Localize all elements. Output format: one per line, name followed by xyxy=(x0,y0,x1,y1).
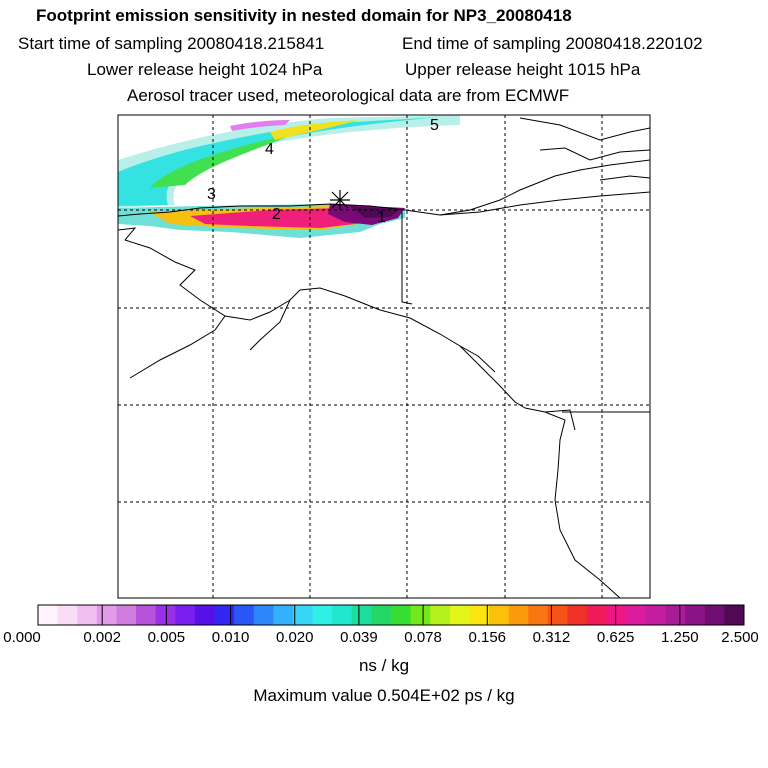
colorbar-swatch xyxy=(253,605,274,625)
maximum-value-label: Maximum value 0.504E+02 ps / kg xyxy=(253,686,515,705)
colorbar-swatch xyxy=(449,605,470,625)
colorbar-swatch xyxy=(312,605,333,625)
colorbar-swatch xyxy=(685,605,706,625)
colorbar-swatch xyxy=(332,605,353,625)
borders xyxy=(401,212,650,413)
map-frame xyxy=(117,114,651,599)
colorbar-swatch xyxy=(391,605,412,625)
colorbar-swatch xyxy=(136,605,157,625)
colorbar-swatch xyxy=(489,605,510,625)
colorbar-swatch xyxy=(567,605,588,625)
sampling-start-time: Start time of sampling 20080418.215841 xyxy=(18,34,325,53)
colorbar-tick-label: 0.005 xyxy=(147,629,186,646)
colorbar-swatch xyxy=(704,605,725,625)
colorbar xyxy=(37,604,745,626)
colorbar-tick-label: 0.002 xyxy=(83,629,121,646)
colorbar-swatch xyxy=(626,605,647,625)
colorbar-tick-label: 0.312 xyxy=(532,629,571,646)
colorbar-swatch xyxy=(116,605,137,625)
marker-5: 5 xyxy=(430,117,439,134)
marker-2: 2 xyxy=(272,206,281,223)
asterisk-icon xyxy=(330,190,350,210)
colorbar-swatch xyxy=(606,605,627,625)
lower-release-height: Lower release height 1024 hPa xyxy=(87,60,323,79)
marker-3: 3 xyxy=(207,186,216,203)
tracer-info: Aerosol tracer used, meteorological data… xyxy=(127,86,570,105)
colorbar-swatch xyxy=(155,605,176,625)
colorbar-swatch xyxy=(214,605,235,625)
graticule xyxy=(118,115,650,598)
colorbar-tick-label: 1.250 xyxy=(661,629,699,646)
colorbar-unit: ns / kg xyxy=(358,656,410,675)
colorbar-swatch xyxy=(410,605,431,625)
colorbar-swatch xyxy=(96,605,117,625)
colorbar-tick-label: 0.039 xyxy=(340,629,378,646)
colorbar-swatch xyxy=(645,605,667,625)
plume-outer xyxy=(118,115,460,208)
plot-title: Footprint emission sensitivity in nested… xyxy=(36,6,572,25)
colorbar-swatch xyxy=(351,605,372,625)
colorbar-swatch xyxy=(234,605,255,625)
colorbar-tick-label: 0.625 xyxy=(596,629,635,646)
colorbar-swatch xyxy=(547,605,568,625)
colorbar-tick-label: 0.078 xyxy=(404,629,442,646)
colorbar-swatch xyxy=(371,605,392,625)
colorbar-swatch xyxy=(57,605,78,625)
colorbar-tick-label: 0.020 xyxy=(275,629,314,646)
plume-magenta-edge xyxy=(230,120,290,131)
colorbar-swatch xyxy=(430,605,451,625)
colorbar-swatch xyxy=(724,605,745,625)
coastlines xyxy=(118,117,650,598)
plume-yellow xyxy=(270,120,360,140)
colorbar-swatch xyxy=(175,605,196,625)
colorbar-swatch xyxy=(528,605,549,625)
plume-green xyxy=(150,132,300,188)
sampling-end-time: End time of sampling 20080418.220102 xyxy=(402,34,703,53)
colorbar-swatch xyxy=(469,605,490,625)
colorbar-swatch xyxy=(273,605,294,625)
colorbar-swatch xyxy=(587,605,608,625)
colorbar-border xyxy=(37,604,745,626)
colorbar-swatch xyxy=(508,605,529,625)
colorbar-tick-label: 0.010 xyxy=(211,629,250,646)
colorbar-swatch xyxy=(665,605,686,625)
colorbar-swatch xyxy=(77,605,98,625)
plume-core-dark xyxy=(350,206,400,218)
colorbar-tick-label: 2.500 xyxy=(721,629,759,646)
marker-4: 4 xyxy=(265,141,274,158)
colorbar-swatch xyxy=(292,605,314,625)
colorbar-tick-label: 0.156 xyxy=(468,629,507,646)
upper-release-height: Upper release height 1015 hPa xyxy=(405,60,641,79)
marker-1: 1 xyxy=(377,209,386,226)
colorbar-tick-label: 0.000 xyxy=(3,629,41,646)
colorbar-swatch xyxy=(38,605,59,625)
colorbar-swatch xyxy=(194,605,215,625)
